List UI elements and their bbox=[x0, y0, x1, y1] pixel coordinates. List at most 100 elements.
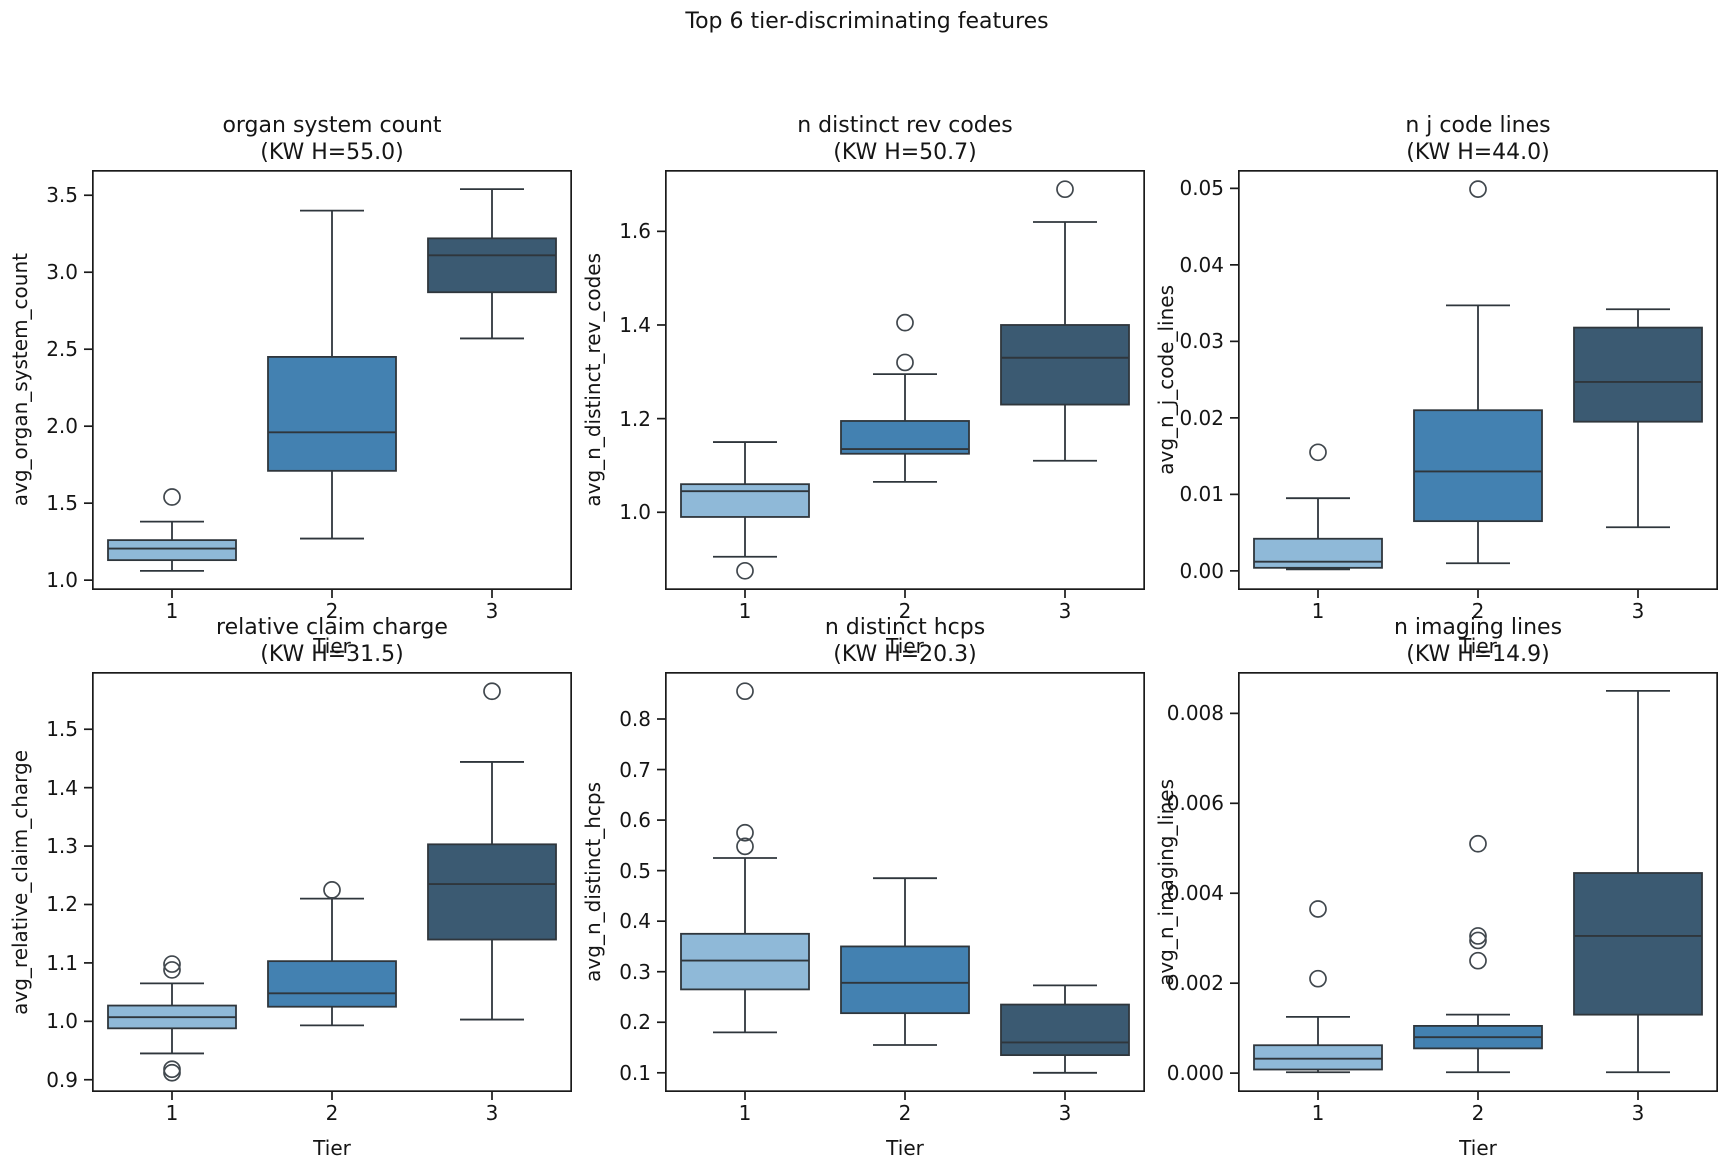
box-tier-1 bbox=[680, 483, 810, 518]
y-axis-label-wrap: avg_n_distinct_hcps bbox=[578, 672, 608, 1092]
box-tier-3 bbox=[1573, 326, 1703, 423]
x-tick-label: 3 bbox=[1058, 1101, 1072, 1125]
y-tick-label: 0.000 bbox=[1166, 1061, 1224, 1086]
box-tier-3 bbox=[1000, 324, 1130, 406]
y-tick-label: 0.1 bbox=[619, 1060, 651, 1085]
y-axis-label-wrap: avg_relative_claim_charge bbox=[5, 672, 35, 1092]
x-axis-label: Tier bbox=[1459, 1136, 1497, 1160]
y-tick-label: 0.3 bbox=[619, 959, 651, 984]
figure-suptitle: Top 6 tier-discriminating features bbox=[685, 9, 1049, 34]
y-axis-label-wrap: avg_n_j_code_lines bbox=[1151, 170, 1181, 590]
y-axis-label-wrap: avg_n_imaging_lines bbox=[1151, 672, 1181, 1092]
subplot-title-line2: (KW H=50.7) bbox=[833, 140, 977, 165]
box-tier-1 bbox=[680, 932, 810, 991]
axes-spines bbox=[1238, 170, 1718, 590]
box-tier-1 bbox=[1253, 537, 1383, 569]
x-axis-label: Tier bbox=[313, 1136, 351, 1160]
y-tick-label: 1.6 bbox=[619, 219, 651, 244]
x-tick-label: 2 bbox=[325, 599, 339, 623]
y-tick-label: 0.6 bbox=[619, 808, 651, 833]
subplot-title-line2: (KW H=44.0) bbox=[1406, 140, 1550, 165]
x-tick-label: 3 bbox=[485, 1101, 499, 1125]
box-tier-2 bbox=[840, 945, 970, 1015]
outlier-point bbox=[1469, 834, 1487, 853]
y-tick-label: 0.4 bbox=[619, 909, 651, 934]
x-axis-label: Tier bbox=[1459, 634, 1497, 658]
y-axis-label: avg_n_j_code_lines bbox=[1154, 285, 1178, 475]
subplot-title-line1: n j code lines bbox=[1405, 113, 1551, 138]
y-tick-label: 0.008 bbox=[1166, 701, 1224, 726]
subplot-title-line1: n distinct rev codes bbox=[797, 113, 1013, 138]
axes-spines bbox=[92, 672, 572, 1092]
axes-area bbox=[84, 170, 572, 598]
axes-spines bbox=[92, 170, 572, 590]
subplot-title-line2: (KW H=55.0) bbox=[260, 140, 404, 165]
y-tick-label: 2.5 bbox=[46, 337, 78, 362]
axes-area bbox=[657, 170, 1145, 598]
outlier-point bbox=[1469, 931, 1487, 950]
outlier-point bbox=[163, 961, 181, 979]
x-tick-label: 3 bbox=[1631, 599, 1645, 623]
outlier-point bbox=[163, 488, 181, 506]
subplot-title-line1: n distinct hcps bbox=[824, 615, 986, 640]
y-tick-label: 1.5 bbox=[46, 491, 78, 516]
box-tier-1 bbox=[1253, 1044, 1383, 1071]
axes-area bbox=[1230, 672, 1718, 1100]
subplot-title: relative claim charge (KW H=31.5) bbox=[92, 614, 572, 668]
subplot-title-line1: n imaging lines bbox=[1393, 615, 1563, 640]
x-axis-label: Tier bbox=[886, 1136, 924, 1160]
box-tier-3 bbox=[427, 237, 557, 294]
x-tick-label: 2 bbox=[1471, 1101, 1485, 1125]
axes-area bbox=[84, 672, 572, 1100]
y-tick-label: 0.04 bbox=[1179, 252, 1224, 277]
y-tick-label: 0.002 bbox=[1166, 971, 1224, 996]
x-axis-label: Tier bbox=[313, 634, 351, 658]
outlier-point bbox=[1469, 951, 1487, 970]
axes-area bbox=[1230, 170, 1718, 598]
y-tick-label: 0.004 bbox=[1166, 881, 1224, 906]
y-tick-label: 1.4 bbox=[619, 312, 651, 337]
outlier-point bbox=[163, 1060, 181, 1079]
y-tick-label: 1.0 bbox=[619, 500, 651, 525]
y-tick-label: 0.006 bbox=[1166, 791, 1224, 816]
y-tick-label: 3.5 bbox=[46, 183, 78, 208]
outlier-point bbox=[1309, 443, 1327, 462]
outlier-point bbox=[163, 1063, 181, 1082]
outlier-point bbox=[896, 313, 914, 332]
box-tier-2 bbox=[267, 960, 397, 1008]
x-tick-label: 1 bbox=[165, 1101, 179, 1125]
outlier-point bbox=[1056, 180, 1074, 199]
subplot-title-line2: (KW H=31.5) bbox=[260, 642, 404, 667]
box-tier-3 bbox=[1573, 872, 1703, 1016]
y-tick-label: 1.2 bbox=[619, 406, 651, 431]
outlier-point bbox=[736, 823, 754, 842]
y-axis-label: avg_organ_system_count bbox=[8, 253, 32, 507]
outlier-point bbox=[1469, 180, 1487, 198]
x-tick-label: 1 bbox=[1311, 599, 1325, 623]
outlier-point bbox=[323, 881, 341, 899]
y-tick-label: 2.0 bbox=[46, 414, 78, 439]
y-axis-label-wrap: avg_organ_system_count bbox=[5, 170, 35, 590]
subplot-title: n j code lines (KW H=44.0) bbox=[1238, 112, 1718, 166]
subplot-title-line1: organ system count bbox=[222, 113, 442, 138]
y-tick-label: 0.8 bbox=[619, 707, 651, 731]
box-tier-2 bbox=[1413, 409, 1543, 523]
y-tick-label: 0.02 bbox=[1179, 405, 1224, 430]
y-axis-label: avg_relative_claim_charge bbox=[8, 749, 32, 1015]
subplot-title: n imaging lines (KW H=14.9) bbox=[1238, 614, 1718, 668]
x-tick-label: 3 bbox=[485, 599, 499, 623]
x-tick-label: 2 bbox=[898, 1101, 912, 1125]
outlier-point bbox=[736, 837, 754, 856]
subplot-title: n distinct hcps (KW H=20.3) bbox=[665, 614, 1145, 668]
y-tick-label: 3.0 bbox=[46, 260, 78, 285]
subplot-title-line1: relative claim charge bbox=[216, 615, 448, 640]
x-axis-label: Tier bbox=[886, 634, 924, 658]
x-tick-label: 1 bbox=[738, 1101, 752, 1125]
y-axis-label: avg_n_distinct_hcps bbox=[581, 782, 605, 982]
y-axis-label: avg_n_imaging_lines bbox=[1154, 778, 1178, 986]
y-tick-label: 1.0 bbox=[46, 568, 78, 593]
axes-spines bbox=[665, 672, 1145, 1092]
y-tick-label: 0.9 bbox=[46, 1067, 78, 1092]
outlier-point bbox=[1309, 969, 1327, 988]
